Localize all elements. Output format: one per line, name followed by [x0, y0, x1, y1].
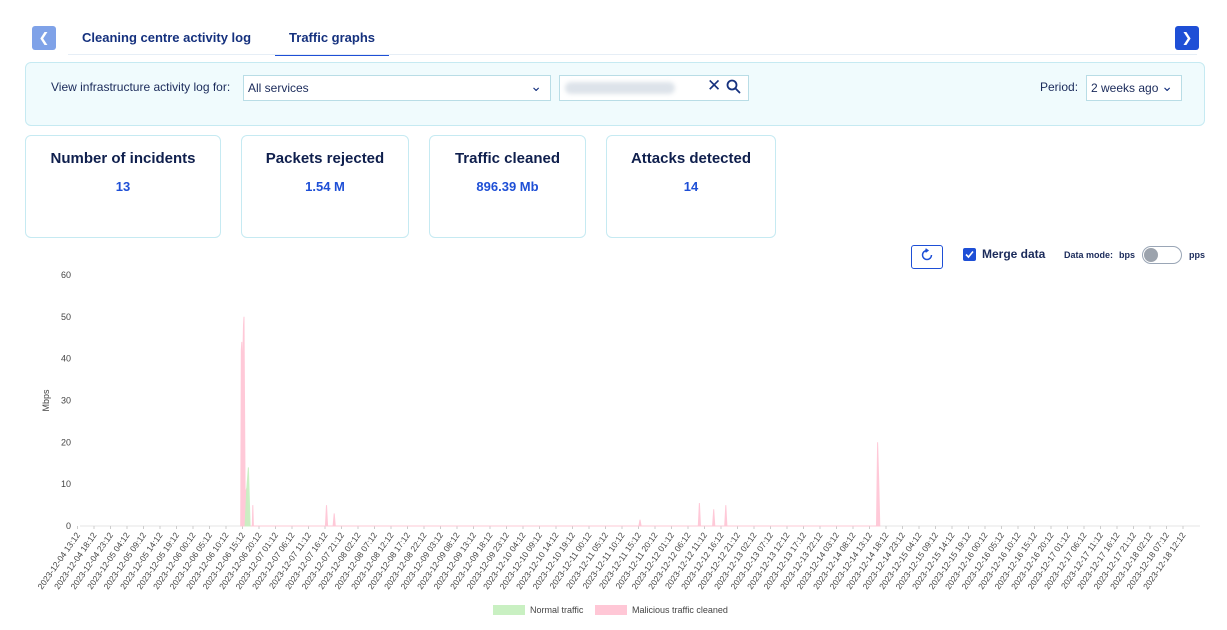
stat-value: 896.39 Mb: [476, 179, 539, 194]
stat-value: 13: [115, 179, 131, 194]
service-select-value: All services: [248, 81, 309, 95]
stat-value: 1.54 M: [305, 179, 345, 194]
period-label: Period:: [1040, 80, 1079, 94]
ip-search-input[interactable]: ✕: [559, 75, 749, 101]
check-icon: [965, 250, 974, 258]
chevron-left-icon: ❮: [38, 30, 50, 46]
stat-card-incidents: Number of incidents 13: [25, 135, 221, 238]
y-tick-label: 20: [61, 437, 71, 447]
y-axis-label: Mbps: [41, 389, 51, 412]
chevron-right-icon: ❯: [1181, 30, 1193, 46]
blurred-ip-text: [565, 82, 675, 94]
series-area-normal-traffic: [244, 467, 251, 527]
stat-card-traffic-cleaned: Traffic cleaned 896.39 Mb: [429, 135, 586, 238]
next-button[interactable]: ❯: [1175, 26, 1199, 50]
stat-card-attacks-detected: Attacks detected 14: [606, 135, 776, 238]
filter-label: View infrastructure activity log for:: [51, 80, 231, 94]
data-mode-label: Data mode:: [1064, 250, 1114, 260]
y-tick-label: 60: [61, 270, 71, 280]
data-mode-control: Data mode: bps pps: [1064, 245, 1205, 265]
y-tick-label: 10: [61, 479, 71, 489]
y-tick-label: 40: [61, 354, 71, 364]
filter-panel: View infrastructure activity log for: Al…: [25, 62, 1205, 126]
close-icon[interactable]: ✕: [707, 76, 722, 96]
stat-title: Attacks detected: [630, 150, 752, 167]
legend-swatch: [595, 605, 627, 615]
stat-value: 14: [683, 179, 699, 194]
mode-pps-label: pps: [1189, 250, 1206, 260]
tab-cleaning-centre-activity-log[interactable]: Cleaning centre activity log: [82, 30, 252, 45]
service-select[interactable]: All services ⌄: [243, 75, 551, 101]
y-tick-label: 30: [61, 396, 71, 406]
stat-card-packets-rejected: Packets rejected 1.54 M: [241, 135, 409, 238]
y-tick-label: 0: [66, 521, 71, 531]
y-tick-label: 50: [61, 312, 71, 322]
merge-data-label: Merge data: [982, 247, 1046, 261]
chevron-down-icon: ⌄: [1161, 79, 1173, 95]
tab-bar: Cleaning centre activity log Traffic gra…: [68, 20, 399, 56]
legend-label: Normal traffic: [530, 605, 584, 615]
merge-data-control[interactable]: Merge data: [963, 247, 1045, 261]
stat-title: Traffic cleaned: [454, 150, 561, 167]
search-icon[interactable]: [726, 79, 741, 97]
refresh-icon: [920, 247, 934, 267]
period-select-value: 2 weeks ago: [1091, 81, 1159, 95]
refresh-button[interactable]: [911, 245, 943, 269]
stat-title: Number of incidents: [50, 150, 196, 167]
stat-title: Packets rejected: [265, 150, 385, 167]
data-mode-toggle[interactable]: [1142, 246, 1183, 264]
previous-button[interactable]: ❮: [32, 26, 56, 50]
tab-divider: [68, 54, 1197, 55]
chevron-down-icon: ⌄: [530, 79, 542, 95]
legend-label: Malicious traffic cleaned: [632, 605, 728, 615]
period-select[interactable]: 2 weeks ago ⌄: [1086, 75, 1182, 101]
series-area-malicious-traffic-cleaned: [240, 316, 881, 527]
legend-swatch: [493, 605, 525, 615]
mode-bps-label: bps: [1119, 250, 1136, 260]
tab-traffic-graphs[interactable]: Traffic graphs: [275, 20, 390, 56]
merge-data-checkbox[interactable]: [963, 247, 976, 261]
toggle-knob: [1144, 248, 1159, 262]
